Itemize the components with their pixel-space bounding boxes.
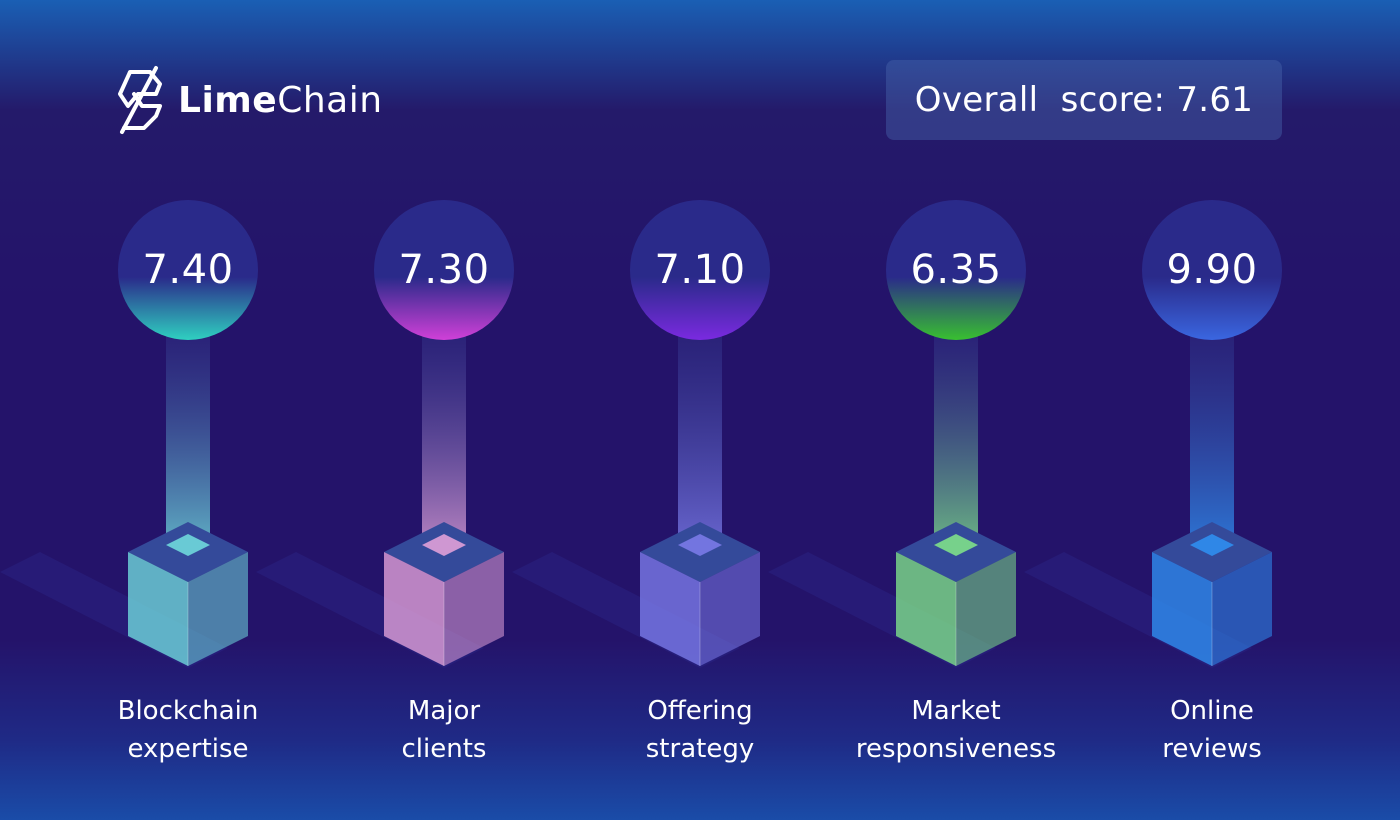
category-label: Market responsiveness <box>828 692 1084 768</box>
brand-name-light: Chain <box>277 79 383 121</box>
light-beam <box>934 330 978 548</box>
category-score: 7.10 <box>654 247 746 293</box>
light-beam <box>1190 330 1234 548</box>
cube-left-face <box>896 552 956 666</box>
category-offering-strategy: 7.10 Offering strategy <box>512 200 828 800</box>
category-score: 6.35 <box>910 247 1002 293</box>
cube-left-face <box>1152 552 1212 666</box>
overall-score-label: Overall score: <box>914 80 1166 120</box>
category-blockchain-expertise: 7.40 Blockchain expertise <box>0 200 316 800</box>
category-score: 7.30 <box>398 247 490 293</box>
cube-right-face <box>700 552 760 666</box>
category-score: 9.90 <box>1166 247 1258 293</box>
cube-beam-graphic <box>512 200 770 668</box>
cube-top-slot <box>166 534 210 556</box>
light-beam <box>678 330 722 548</box>
category-label-line2: strategy <box>645 734 755 764</box>
category-label: Offering strategy <box>572 692 828 768</box>
category-label-line2: clients <box>401 734 487 764</box>
cube-right-face <box>956 552 1016 666</box>
light-beam <box>422 330 466 548</box>
overall-score-value: 7.61 <box>1176 80 1254 120</box>
cube-right-face <box>188 552 248 666</box>
limechain-logo-icon <box>118 66 162 134</box>
category-major-clients: 7.30 Major clients <box>256 200 572 800</box>
category-label-line1: Offering <box>647 696 753 726</box>
category-score: 7.40 <box>142 247 234 293</box>
cube-beam-graphic <box>0 200 258 668</box>
cube-left-face <box>384 552 444 666</box>
category-label-line1: Blockchain <box>117 696 259 726</box>
category-label: Major clients <box>316 692 572 768</box>
category-label-line1: Major <box>407 696 481 726</box>
cube-top-slot <box>934 534 978 556</box>
category-online-reviews: 9.90 Online reviews <box>1024 200 1340 800</box>
cube-top-slot <box>422 534 466 556</box>
category-label-line2: responsiveness <box>855 734 1057 764</box>
cube-left-face <box>640 552 700 666</box>
category-label-line2: expertise <box>127 734 249 764</box>
category-label: Blockchain expertise <box>60 692 316 768</box>
cube-top-slot <box>678 534 722 556</box>
score-circle <box>886 200 1026 340</box>
category-market-responsiveness: 6.35 Market responsiveness <box>768 200 1084 800</box>
light-beam <box>166 330 210 548</box>
brand-name-bold: Lime <box>178 79 278 121</box>
brand-logo: LimeChain <box>116 64 383 136</box>
overall-score-badge: Overall score: 7.61 <box>886 60 1282 140</box>
category-label-line1: Market <box>911 696 1001 726</box>
cube-beam-graphic <box>1024 200 1282 668</box>
category-label: Online reviews <box>1084 692 1340 768</box>
score-circle <box>118 200 258 340</box>
category-label-line2: reviews <box>1162 734 1262 764</box>
score-circle <box>374 200 514 340</box>
cube-right-face <box>1212 552 1272 666</box>
cube-top-slot <box>1190 534 1234 556</box>
cube-beam-graphic <box>768 200 1026 668</box>
category-label-line1: Online <box>1170 696 1254 726</box>
cube-left-face <box>128 552 188 666</box>
cube-beam-graphic <box>256 200 514 668</box>
cube-right-face <box>444 552 504 666</box>
brand-name: LimeChain <box>178 80 383 121</box>
score-circle <box>1142 200 1282 340</box>
score-circle <box>630 200 770 340</box>
